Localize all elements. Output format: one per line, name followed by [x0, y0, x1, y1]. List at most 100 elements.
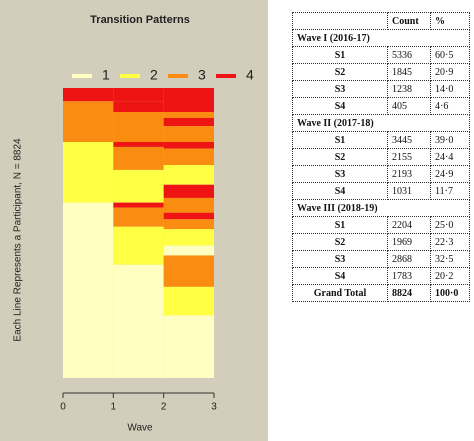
cell: 8824	[387, 284, 431, 302]
x-axis-label: Wave	[127, 423, 153, 434]
transition-segment	[113, 88, 164, 102]
x-tick-label: 0	[60, 402, 66, 413]
cell: 1238	[387, 80, 431, 98]
transition-segment	[63, 202, 114, 378]
cell: 39·0	[430, 131, 470, 149]
cell: 22·3	[430, 233, 470, 251]
summary-table: Count% Wave I (2016-17) S1 5336 60·5 S2 1845 20…	[292, 12, 470, 302]
table-row: S1 5336 60·5	[292, 46, 470, 64]
cell: 11·7	[430, 182, 470, 200]
cell: 1031	[387, 182, 431, 200]
legend-label: 1	[102, 67, 110, 83]
table-row: S2 2155 24·4	[292, 148, 470, 166]
cell: 20·9	[430, 63, 470, 81]
transition-segment	[113, 101, 164, 113]
row-label: S4	[292, 182, 388, 200]
row-label: S1	[292, 46, 388, 64]
transition-segment	[113, 112, 164, 142]
cell: 24·4	[430, 148, 470, 166]
transition-segment	[163, 245, 214, 256]
chart-title: Transition Patterns	[90, 14, 190, 26]
cell: 4·6	[430, 97, 470, 115]
table-row: Grand Total 8824 100·0	[292, 284, 470, 302]
cell: 1969	[387, 233, 431, 251]
row-label: Grand Total	[292, 284, 388, 302]
legend-label: 3	[198, 67, 206, 83]
table-row: Wave III (2018-19)	[292, 199, 470, 217]
table-row: S3 1238 14·0	[292, 80, 470, 98]
transition-segment	[163, 148, 214, 166]
cell: 100·0	[430, 284, 470, 302]
transition-segment	[113, 141, 164, 147]
cell: 405	[387, 97, 431, 115]
transition-segment	[63, 141, 114, 203]
row-label: S3	[292, 165, 388, 183]
transition-segment	[163, 219, 214, 230]
table-row: Wave I (2016-17)	[292, 29, 470, 47]
header-cell	[292, 12, 388, 30]
row-label: S1	[292, 131, 388, 149]
row-label: S4	[292, 267, 388, 285]
transition-segment	[163, 286, 214, 316]
transition-segment	[163, 112, 214, 118]
transition-segment	[163, 117, 214, 127]
transition-segment	[63, 101, 114, 142]
table-row: S4 405 4·6	[292, 97, 470, 115]
row-label: S2	[292, 63, 388, 81]
transition-segment	[113, 207, 164, 227]
transition-segment	[163, 197, 214, 213]
wave-heading: Wave II (2017-18)	[292, 114, 470, 132]
table-row: S2 1845 20·9	[292, 63, 470, 81]
table-row: S4 1783 20·2	[292, 267, 470, 285]
cell: 3445	[387, 131, 431, 149]
transition-segment	[113, 169, 164, 203]
transition-segment	[163, 141, 214, 149]
table-row: S3 2193 24·9	[292, 165, 470, 183]
chart: Transition Patterns Wave Each Line Repre…	[0, 0, 268, 441]
row-label: S3	[292, 80, 388, 98]
row-label: S4	[292, 97, 388, 115]
transition-segment	[63, 88, 114, 102]
transition-segment	[163, 229, 214, 246]
x-tick-label: 3	[211, 402, 217, 413]
transition-segment	[113, 226, 164, 265]
transition-segment	[113, 264, 164, 378]
table-row: S3 2868 32·5	[292, 250, 470, 268]
cell: 2868	[387, 250, 431, 268]
transition-segment	[163, 255, 214, 287]
cell: 25·0	[430, 216, 470, 234]
row-label: S3	[292, 250, 388, 268]
cell: 1845	[387, 63, 431, 81]
x-tick-label: 1	[111, 402, 117, 413]
header-cell: %	[430, 12, 470, 30]
cell: 2204	[387, 216, 431, 234]
transition-segment	[163, 315, 214, 378]
transition-segment	[113, 202, 164, 208]
cell: 2193	[387, 165, 431, 183]
legend-label: 4	[246, 67, 254, 83]
x-tick-label: 2	[161, 402, 167, 413]
header-cell: Count	[387, 12, 431, 30]
cell: 60·5	[430, 46, 470, 64]
legend-label: 2	[150, 67, 158, 83]
table-row: S2 1969 22·3	[292, 233, 470, 251]
wave-heading: Wave III (2018-19)	[292, 199, 470, 217]
table-row: S1 2204 25·0	[292, 216, 470, 234]
transition-segment	[163, 165, 214, 185]
transition-segment	[163, 126, 214, 142]
cell: 32·5	[430, 250, 470, 268]
table-row: Wave II (2017-18)	[292, 114, 470, 132]
cell: 14·0	[430, 80, 470, 98]
cell: 24·9	[430, 165, 470, 183]
cell: 20·2	[430, 267, 470, 285]
cell: 5336	[387, 46, 431, 64]
row-label: S1	[292, 216, 388, 234]
transition-segment	[163, 88, 214, 113]
table-row: S1 3445 39·0	[292, 131, 470, 149]
row-label: S2	[292, 233, 388, 251]
cell: 2155	[387, 148, 431, 166]
transition-segment	[113, 146, 164, 170]
transition-segment	[163, 184, 214, 198]
y-axis-label: Each Line Represents a Participant, N = …	[13, 138, 24, 342]
